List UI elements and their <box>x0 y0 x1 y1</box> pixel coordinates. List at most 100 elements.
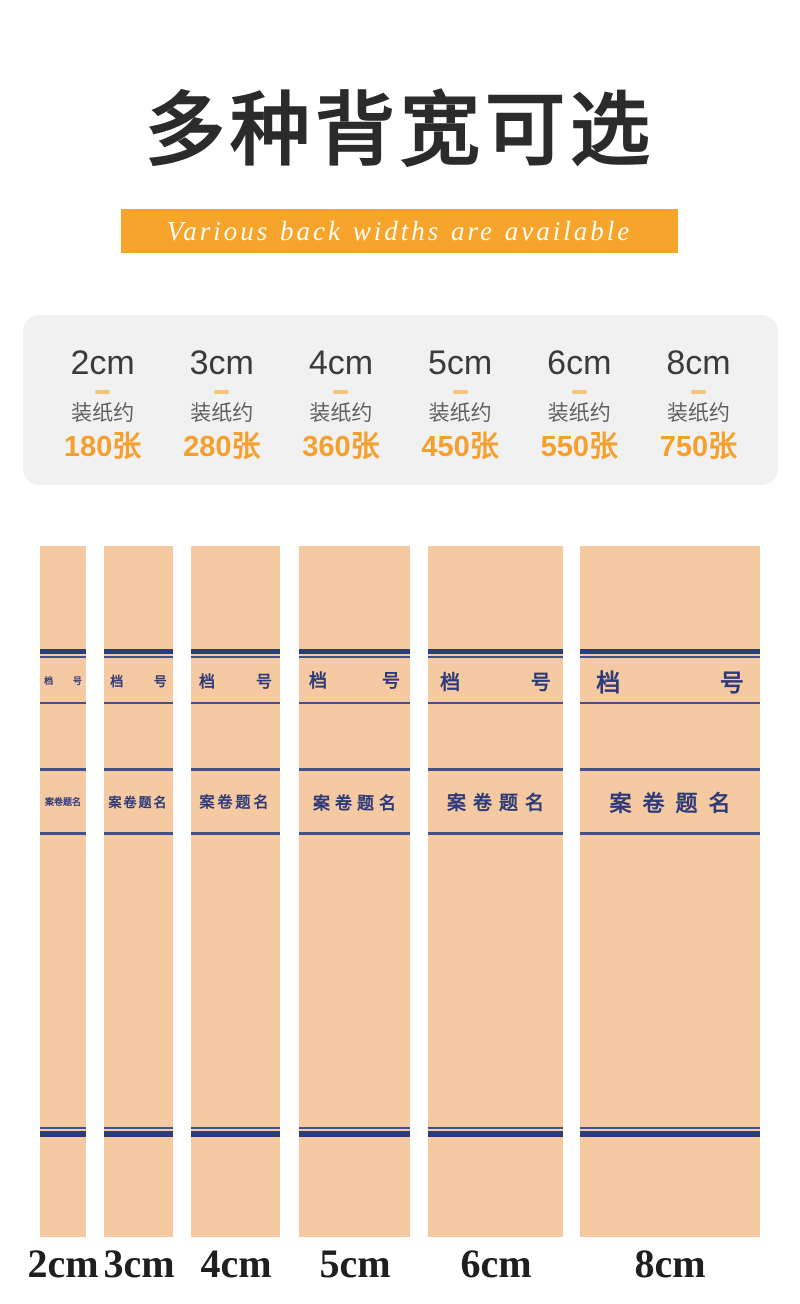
spine-rule <box>104 1127 173 1129</box>
capacity-column-2cm: 2cm 装纸约 180张 <box>43 315 162 485</box>
spine-title-label: 案卷题名 <box>313 794 401 813</box>
size-label: 6cm <box>547 344 612 382</box>
capacity-column-8cm: 8cm 装纸约 750张 <box>639 315 758 485</box>
paper-note: 装纸约 <box>309 401 373 425</box>
spine-rule <box>104 1131 173 1137</box>
capacity-column-3cm: 3cm 装纸约 280张 <box>162 315 281 485</box>
spine-rule <box>191 1127 280 1129</box>
spine-rule <box>580 832 760 835</box>
capacity-card: 2cm 装纸约 180张 3cm 装纸约 280张 4cm 装纸约 360张 5… <box>23 315 778 485</box>
file-no-right-label: 号 <box>153 673 167 689</box>
spine-rule <box>428 768 563 771</box>
file-no-left-label: 档 <box>440 671 461 694</box>
spine-rule <box>428 649 563 654</box>
spine-rule <box>191 832 280 835</box>
accent-dash <box>95 389 111 394</box>
spine-rule <box>40 832 86 835</box>
spine-rule <box>104 702 173 704</box>
spine-title-label: 案卷题名 <box>609 790 742 816</box>
file-title-row: 案卷题名 <box>428 771 563 832</box>
accent-dash <box>214 389 230 394</box>
spine-rule <box>580 649 760 654</box>
file-no-left-label: 档 <box>44 675 54 686</box>
spine-rule <box>191 656 280 658</box>
spine-rule <box>299 832 410 835</box>
spine-strip-8cm: 档 号 案卷题名 <box>580 546 760 1237</box>
spine-rule <box>40 768 86 771</box>
width-label-4cm: 4cm <box>200 1241 272 1286</box>
spine-rule <box>299 649 410 654</box>
file-number-row: 档 号 <box>428 658 563 702</box>
spine-rule <box>299 656 410 658</box>
file-no-right-label: 号 <box>72 675 82 686</box>
spine-rule <box>40 649 86 654</box>
capacity-value: 180张 <box>63 431 142 464</box>
spine-rule <box>191 702 280 704</box>
size-label: 2cm <box>70 344 135 382</box>
spine-rule <box>191 649 280 654</box>
spine-title-label: 案卷题名 <box>199 795 272 811</box>
spine-rule <box>40 702 86 704</box>
spine-rule <box>104 656 173 658</box>
size-label: 8cm <box>666 344 731 382</box>
spine-rule <box>299 702 410 704</box>
spine-strip-4cm: 档 号 案卷题名 <box>191 546 280 1237</box>
size-label: 3cm <box>189 344 254 382</box>
file-number-row: 档 号 <box>40 658 86 702</box>
paper-note: 装纸约 <box>190 401 254 425</box>
spine-rule <box>40 1131 86 1137</box>
page-title: 多种背宽可选 <box>145 88 655 176</box>
spine-rule <box>104 649 173 654</box>
subtitle-banner: Various back widths are available <box>121 209 678 253</box>
spine-rule <box>428 656 563 658</box>
file-number-row: 档 号 <box>580 658 760 702</box>
spine-rule <box>580 1127 760 1129</box>
spine-rule <box>299 1131 410 1137</box>
file-title-row: 案卷题名 <box>299 771 410 832</box>
capacity-value: 450张 <box>421 431 499 464</box>
spine-rule <box>191 768 280 771</box>
file-title-row: 案卷题名 <box>40 771 86 832</box>
width-label-5cm: 5cm <box>319 1241 391 1286</box>
file-no-left-label: 档 <box>308 671 327 691</box>
capacity-value: 550张 <box>540 431 618 464</box>
capacity-value: 360张 <box>302 431 380 464</box>
size-label: 5cm <box>427 344 493 382</box>
spine-strip-3cm: 档 号 案卷题名 <box>104 546 173 1237</box>
capacity-value: 750张 <box>659 431 738 464</box>
file-no-right-label: 号 <box>530 671 551 694</box>
accent-dash <box>452 389 468 394</box>
subtitle-text: Various back widths are available <box>166 215 633 246</box>
spine-rule <box>428 1131 563 1137</box>
capacity-column-6cm: 6cm 装纸约 550张 <box>520 315 639 485</box>
spine-rule <box>40 656 86 658</box>
file-no-right-label: 号 <box>382 671 401 691</box>
file-title-row: 案卷题名 <box>580 771 760 832</box>
spine-rule <box>428 1127 563 1129</box>
spine-rule <box>580 1131 760 1137</box>
file-no-left-label: 档 <box>596 670 621 697</box>
spine-title-label: 案卷题名 <box>108 795 169 810</box>
spine-rule <box>104 768 173 771</box>
spine-rule <box>191 1131 280 1137</box>
file-no-left-label: 档 <box>199 674 216 691</box>
spine-rule <box>299 1127 410 1129</box>
file-no-left-label: 档 <box>110 673 124 689</box>
size-label: 4cm <box>308 344 374 382</box>
paper-note: 装纸约 <box>666 401 730 425</box>
accent-dash <box>571 389 587 394</box>
spine-rule <box>40 1127 86 1129</box>
spine-title-label: 案卷题名 <box>446 793 551 814</box>
file-no-right-label: 号 <box>255 674 272 691</box>
spine-strip-6cm: 档 号 案卷题名 <box>428 546 563 1237</box>
spine-title-label: 案卷题名 <box>44 797 81 807</box>
spine-strip-5cm: 档 号 案卷题名 <box>299 546 410 1237</box>
spine-rule <box>428 702 563 704</box>
file-number-row: 档 号 <box>191 658 280 702</box>
spine-rule <box>580 768 760 771</box>
spine-rule <box>299 768 410 771</box>
capacity-column-4cm: 4cm 装纸约 360张 <box>281 315 400 485</box>
file-number-row: 档 号 <box>104 658 173 702</box>
